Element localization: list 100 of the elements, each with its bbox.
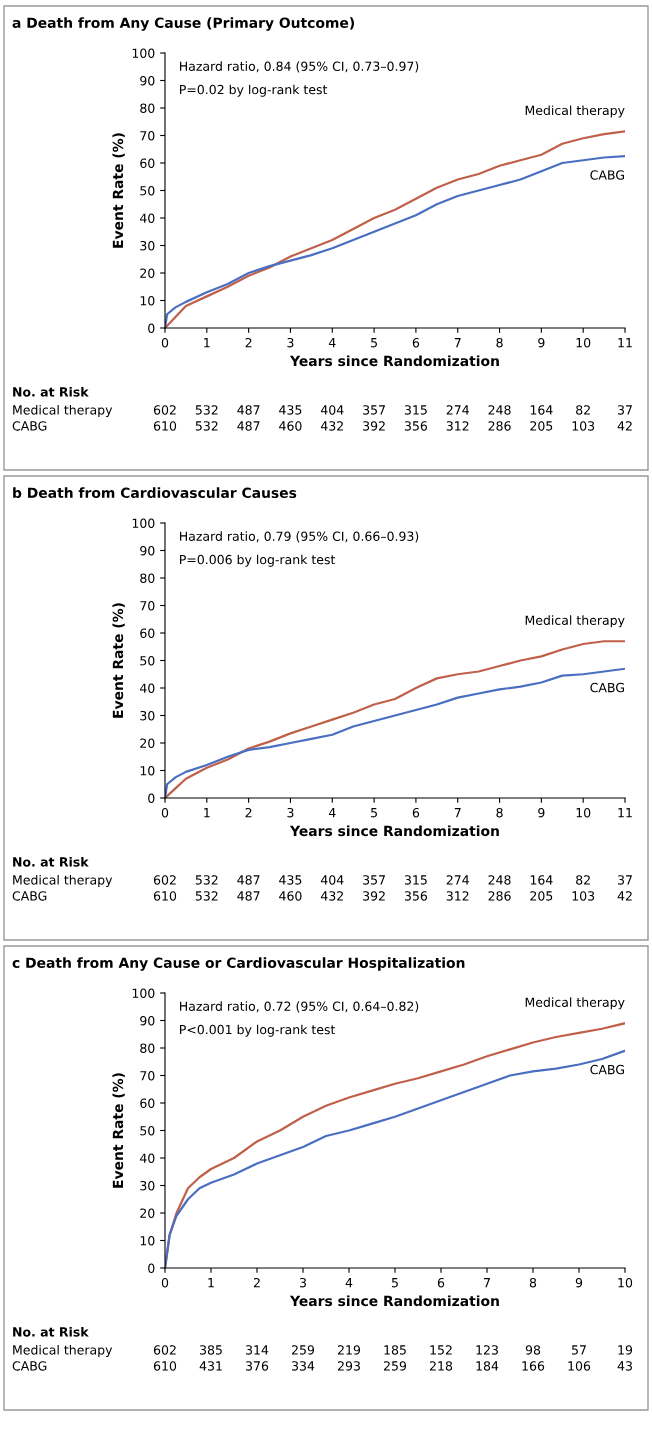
text: 487 bbox=[237, 405, 260, 415]
text: 82 bbox=[576, 405, 590, 415]
series-label: Medical therapy bbox=[525, 105, 625, 118]
text: 460 bbox=[279, 421, 302, 431]
y-tick-label: 100 bbox=[132, 518, 155, 528]
text: 274 bbox=[446, 875, 469, 885]
text: 610 bbox=[153, 1361, 177, 1371]
text: No. at Risk bbox=[13, 1326, 89, 1337]
text: 185 bbox=[384, 1345, 406, 1355]
text: 610 bbox=[153, 891, 177, 901]
text: 164 bbox=[530, 405, 553, 415]
text: 435 bbox=[279, 875, 302, 885]
y-tick-label: 50 bbox=[140, 185, 155, 196]
y-tick-label: 10 bbox=[140, 765, 155, 776]
series-label: Medical therapy bbox=[525, 997, 625, 1010]
text: 487 bbox=[237, 891, 260, 901]
x-axis-title: Years since Randomization bbox=[289, 1295, 499, 1307]
text: 356 bbox=[404, 891, 428, 901]
text: 602 bbox=[153, 405, 176, 415]
y-tick-label: 10 bbox=[140, 1235, 155, 1246]
text: 314 bbox=[246, 1345, 269, 1355]
y-tick-label: 80 bbox=[140, 573, 155, 583]
y-tick-label: 90 bbox=[140, 1015, 155, 1026]
text: 435 bbox=[279, 405, 302, 415]
x-tick-label: 9 bbox=[538, 337, 545, 348]
annotation: P=0.02 by log-rank test bbox=[180, 84, 328, 97]
text: 42 bbox=[617, 421, 632, 431]
text: 376 bbox=[246, 1361, 269, 1371]
x-tick-label: 8 bbox=[496, 337, 503, 348]
text: 312 bbox=[446, 891, 469, 901]
text: 487 bbox=[237, 875, 260, 885]
y-tick-label: 80 bbox=[140, 1043, 155, 1053]
text: 57 bbox=[572, 1345, 586, 1355]
text: 602 bbox=[153, 1345, 176, 1355]
text: 103 bbox=[572, 421, 595, 431]
chart-title: c Death from Any Cause or Cardiovascular Hospitalization bbox=[12, 957, 465, 971]
text: 218 bbox=[429, 1361, 453, 1371]
text: No. at Risk bbox=[13, 386, 89, 397]
text: 205 bbox=[530, 891, 553, 901]
text: 42 bbox=[617, 891, 632, 901]
y-tick-label: 0 bbox=[148, 323, 155, 333]
text: CABG bbox=[12, 891, 47, 901]
text: 19 bbox=[618, 1345, 633, 1355]
text: Medical therapy bbox=[13, 1344, 113, 1358]
text: 98 bbox=[525, 1345, 541, 1355]
text: Medical therapy bbox=[13, 404, 113, 418]
y-tick-label: 10 bbox=[140, 295, 155, 306]
annotation: P<0.001 by log-rank test bbox=[180, 1024, 336, 1037]
y-tick-label: 40 bbox=[139, 1153, 155, 1163]
x-tick-label: 8 bbox=[529, 1277, 537, 1288]
text: 392 bbox=[363, 421, 385, 431]
text: 610 bbox=[153, 421, 177, 431]
x-tick-label: 1 bbox=[208, 1278, 214, 1288]
text: 164 bbox=[530, 875, 553, 885]
x-tick-label: 2 bbox=[245, 337, 252, 348]
text: 293 bbox=[337, 1361, 360, 1371]
y-tick-label: 20 bbox=[140, 738, 155, 748]
x-tick-label: 4 bbox=[328, 338, 336, 348]
y-tick-label: 50 bbox=[140, 655, 155, 666]
text: 37 bbox=[618, 875, 632, 885]
y-tick-label: 0 bbox=[148, 1263, 155, 1273]
y-tick-label: 60 bbox=[140, 158, 155, 168]
x-tick-label: 6 bbox=[437, 1277, 445, 1288]
text: 43 bbox=[617, 1361, 632, 1371]
text: 532 bbox=[195, 421, 218, 431]
x-tick-label: 10 bbox=[618, 1277, 633, 1288]
text: 357 bbox=[363, 405, 385, 415]
text: 184 bbox=[476, 1361, 499, 1371]
x-tick-label: 1 bbox=[204, 808, 210, 818]
y-tick-label: 20 bbox=[140, 1208, 155, 1218]
y-tick-label: 70 bbox=[140, 1070, 155, 1081]
text: 312 bbox=[446, 421, 469, 431]
x-tick-label: 7 bbox=[454, 808, 461, 818]
y-tick-label: 80 bbox=[140, 103, 155, 113]
text: 152 bbox=[430, 1345, 452, 1355]
x-tick-label: 0 bbox=[161, 807, 169, 818]
y-axis-title: Event Rate (%) bbox=[112, 1073, 125, 1188]
text: 392 bbox=[363, 891, 385, 901]
text: 532 bbox=[195, 875, 218, 885]
text: 205 bbox=[530, 421, 553, 431]
y-tick-label: 20 bbox=[140, 268, 155, 278]
text: 286 bbox=[488, 421, 511, 431]
text: 166 bbox=[522, 1361, 545, 1371]
chart-title: a Death from Any Cause (Primary Outcome) bbox=[12, 17, 355, 31]
x-tick-label: 7 bbox=[484, 1278, 490, 1288]
y-tick-label: 90 bbox=[140, 545, 155, 556]
text: 602 bbox=[153, 875, 176, 885]
text: 219 bbox=[337, 1345, 361, 1355]
x-axis-title: Years since Randomization bbox=[289, 825, 499, 837]
text: 334 bbox=[292, 1361, 315, 1371]
text: 259 bbox=[383, 1361, 407, 1371]
text: 123 bbox=[476, 1345, 498, 1355]
text: 259 bbox=[291, 1345, 315, 1355]
text: 431 bbox=[199, 1361, 222, 1371]
text: 532 bbox=[195, 405, 218, 415]
text: 460 bbox=[279, 891, 302, 901]
text: 487 bbox=[237, 421, 260, 431]
y-axis-title: Event Rate (%) bbox=[112, 603, 125, 718]
x-tick-label: 9 bbox=[538, 807, 545, 818]
text: 532 bbox=[195, 891, 218, 901]
